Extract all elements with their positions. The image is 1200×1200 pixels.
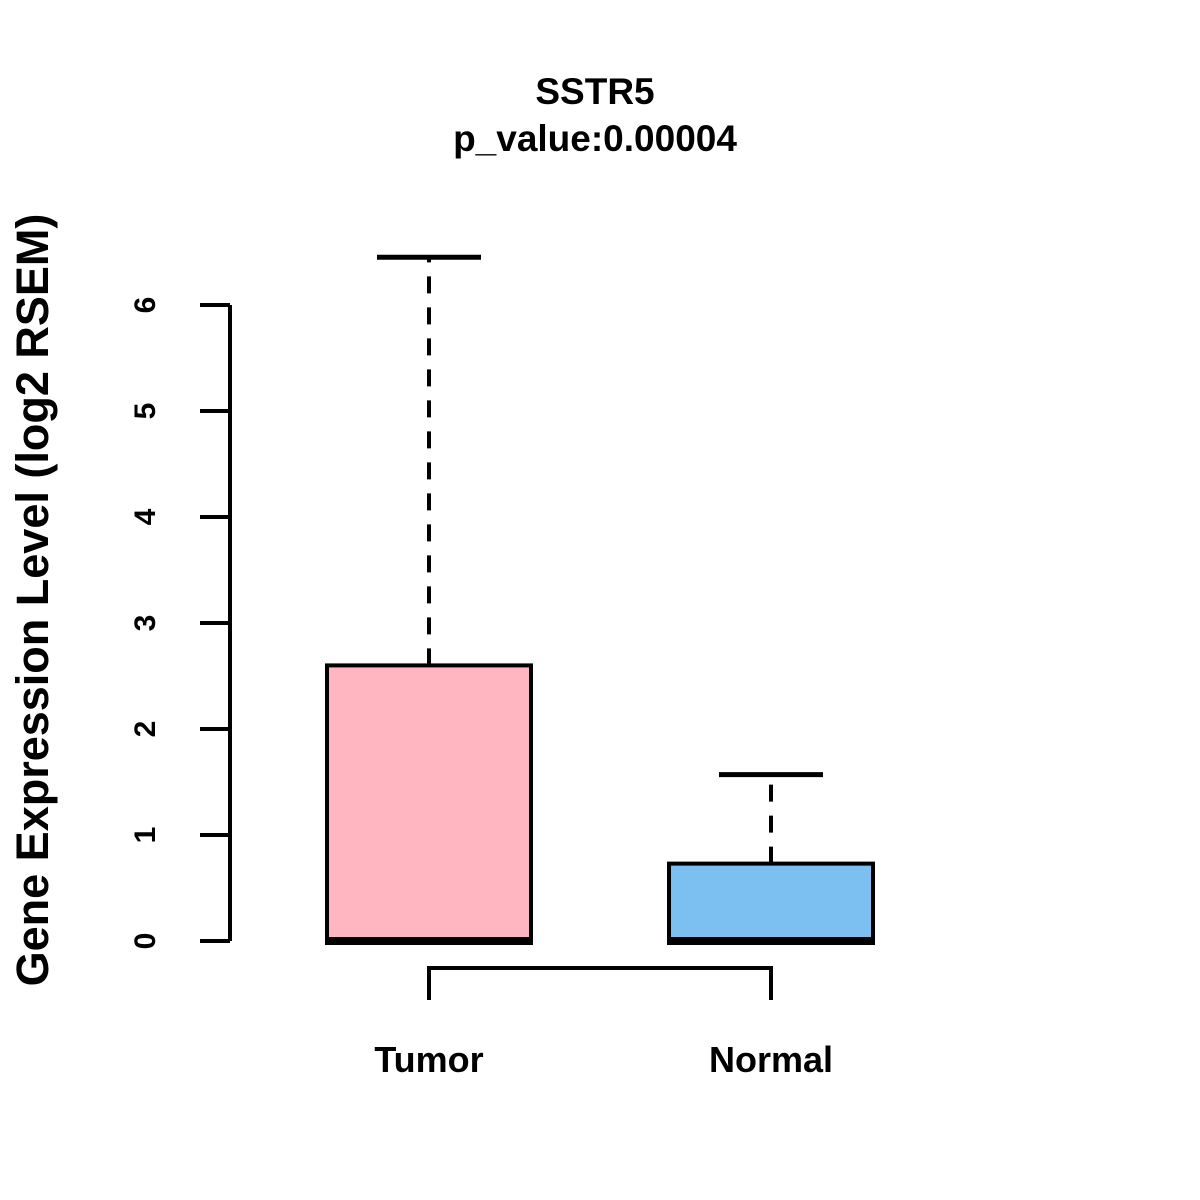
y-tick-label: 4: [129, 508, 162, 526]
x-category-label-tumor: Tumor: [374, 1039, 484, 1080]
box-normal: [667, 861, 875, 943]
y-tick-label: 3: [129, 614, 162, 632]
chart-title: SSTR5: [535, 71, 655, 112]
y-tick-label: 6: [129, 296, 162, 314]
y-tick-label: 0: [129, 932, 162, 950]
y-tick-label: 1: [129, 826, 162, 844]
box-tumor: [325, 663, 533, 944]
y-tick-label: 2: [129, 720, 162, 738]
comparison-bracket: [427, 966, 773, 1000]
chart-subtitle: p_value:0.00004: [453, 118, 737, 159]
y-tick-label: 5: [129, 402, 162, 420]
x-category-label-normal: Normal: [708, 1039, 834, 1080]
